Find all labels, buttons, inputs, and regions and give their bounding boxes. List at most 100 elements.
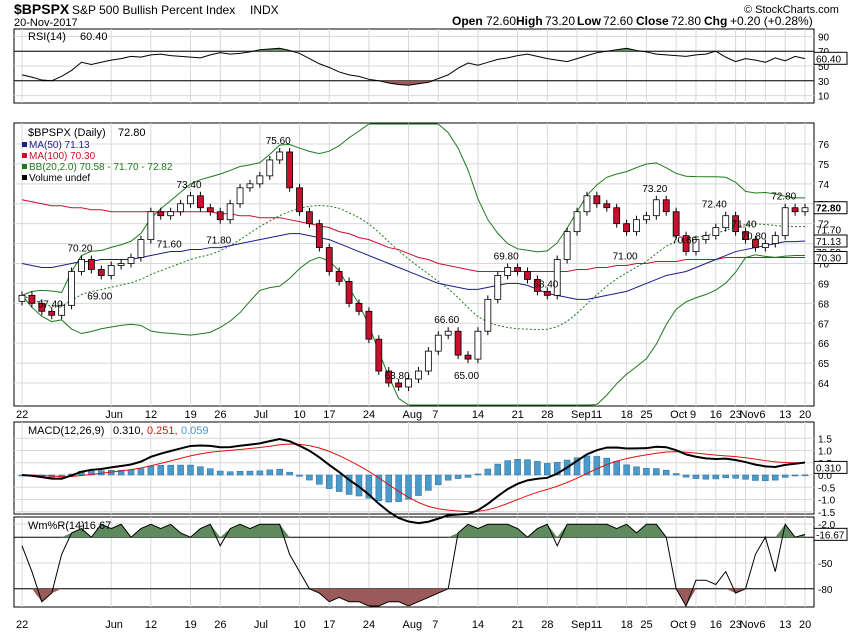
- macd-histogram-bar: [375, 474, 383, 502]
- candle-down: [454, 330, 462, 356]
- macd-tick-label: 1.5: [818, 434, 832, 445]
- macd-value-signal: 0.251,: [147, 425, 178, 437]
- candle-up: [474, 330, 482, 360]
- ohlc-high-value: 73.20: [545, 14, 575, 28]
- candle-up: [434, 334, 442, 352]
- x-axis-label-bottom: 12: [145, 619, 157, 631]
- price-value: 72.80: [118, 127, 146, 139]
- bollinger-lower-line: [21, 254, 805, 406]
- ma50-line: [21, 233, 806, 300]
- rsi-tick-label: 90: [818, 32, 830, 43]
- x-axis-label: Jun: [105, 409, 123, 421]
- candle-down: [464, 354, 472, 360]
- price-tick-label: 70: [818, 260, 830, 271]
- macd-histogram-bar: [425, 474, 432, 491]
- x-axis-label: 19: [184, 409, 196, 421]
- x-axis-label-bottom: 24: [363, 619, 375, 631]
- x-axis-label: 24: [363, 409, 375, 421]
- x-axis-label-bottom: 28: [541, 619, 553, 631]
- x-axis-label: 20: [799, 409, 811, 421]
- candle-up: [553, 259, 561, 296]
- candle-up: [643, 215, 650, 221]
- x-axis-label-bottom: 14: [472, 619, 484, 631]
- macd-histogram-bar: [702, 474, 710, 480]
- x-axis-label-bottom: 6: [759, 619, 765, 631]
- candle-up: [256, 175, 264, 185]
- macd-histogram-bar: [276, 468, 283, 476]
- price-annotation: 71.40: [732, 220, 757, 231]
- candle-down: [97, 269, 105, 276]
- candle-up: [504, 267, 512, 276]
- macd-histogram-bar: [623, 464, 630, 476]
- x-axis-label: 6: [759, 409, 765, 421]
- candle-up: [484, 298, 492, 332]
- macd-histogram-bar: [444, 474, 452, 481]
- williams-current-label: -16.67: [816, 530, 845, 541]
- candle-up: [633, 219, 640, 233]
- x-axis-label-bottom: 13: [779, 619, 791, 631]
- rsi-title: RSI(14): [28, 31, 66, 43]
- candle-up: [226, 203, 234, 221]
- macd-histogram-bar: [762, 474, 769, 482]
- macd-histogram-bar: [633, 466, 640, 476]
- williams-tick-label: -80: [818, 585, 833, 596]
- x-axis-label-bottom: Sep: [571, 619, 591, 631]
- price-annotation: 69.00: [87, 291, 112, 302]
- ohlc-chg-value: +0.20 (+0.28%): [730, 14, 813, 28]
- candle-down: [752, 239, 759, 248]
- ohlc-chg-label: Chg: [704, 14, 727, 28]
- watermark: © StockCharts.com: [744, 4, 839, 16]
- price-right-box: [813, 251, 848, 265]
- candle-up: [58, 304, 66, 316]
- price-annotation: 70.20: [67, 244, 92, 255]
- macd-histogram-bar: [603, 457, 611, 476]
- ohlc-low-value: 72.60: [603, 14, 633, 28]
- price-annotation: 75.60: [266, 136, 291, 147]
- x-axis-label: Aug: [403, 409, 423, 421]
- x-axis-label-bottom: 23: [730, 619, 742, 631]
- x-axis-label: Jul: [254, 409, 268, 421]
- candle-up: [801, 207, 809, 213]
- price-right-label: 72.80: [816, 204, 841, 215]
- macd-histogram-bar: [405, 474, 412, 500]
- x-axis-label-bottom: 25: [640, 619, 652, 631]
- williams-value: -16.67: [80, 520, 111, 532]
- candle-down: [335, 271, 343, 282]
- macd-histogram-bar: [524, 459, 531, 476]
- candle-up: [444, 330, 452, 336]
- x-axis-label: 28: [541, 409, 553, 421]
- x-axis-label: Oct: [670, 409, 687, 421]
- macd-histogram-bar: [296, 474, 303, 477]
- macd-histogram-bar: [672, 473, 680, 476]
- x-axis-label-bottom: 7: [432, 619, 438, 631]
- macd-line: [21, 437, 806, 525]
- x-axis-label: 23: [730, 409, 742, 421]
- macd-histogram-bar: [157, 465, 165, 476]
- macd-histogram-bar: [207, 468, 214, 476]
- price-annotation: 70.80: [741, 232, 766, 243]
- candle-down: [286, 151, 294, 189]
- x-axis-label-bottom: 10: [294, 619, 306, 631]
- x-axis-label-bottom: Jul: [254, 619, 268, 631]
- candle-down: [524, 271, 531, 280]
- candle-down: [296, 187, 303, 213]
- x-axis-label-bottom: 16: [710, 619, 722, 631]
- x-axis-label-bottom: Oct: [670, 619, 687, 631]
- rsi-oversold-fill: [22, 80, 805, 86]
- macd-histogram-bar: [197, 466, 204, 476]
- macd-histogram-bar: [732, 474, 739, 479]
- macd-histogram-bar: [534, 461, 541, 476]
- macd-histogram-bar: [742, 474, 749, 480]
- price-right-box: [813, 201, 848, 215]
- candle-up: [424, 350, 432, 372]
- candle-down: [87, 259, 95, 270]
- macd-histogram-bar: [395, 474, 402, 502]
- price-tick-label: 74: [818, 180, 830, 191]
- x-axis-label: 21: [512, 409, 524, 421]
- rsi-current-text: 60.40: [816, 54, 841, 65]
- symbol-name: S&P 500 Bullish Percent Index: [72, 3, 235, 17]
- price-right-label: 70.30: [816, 254, 841, 265]
- williams-tick-label: -50: [818, 559, 833, 570]
- price-tick-label: 66: [818, 339, 830, 350]
- candle-up: [266, 159, 274, 177]
